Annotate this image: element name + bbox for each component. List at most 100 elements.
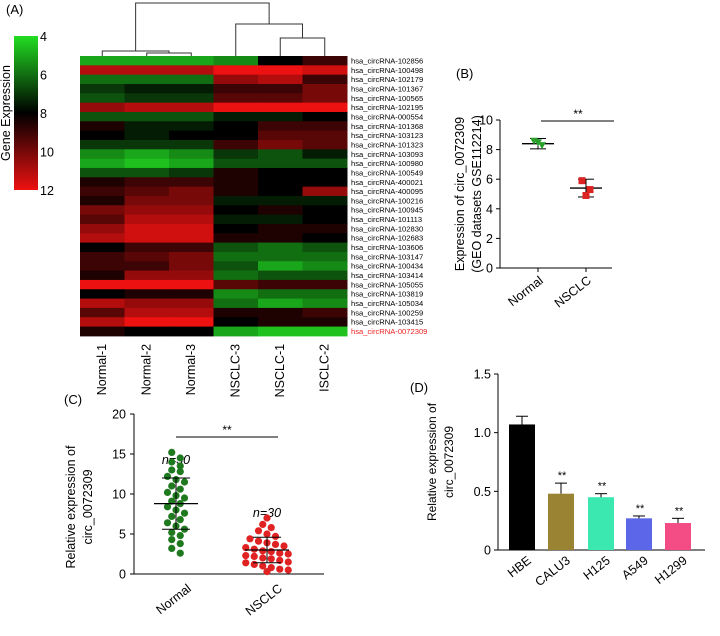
panel-c: (C) 0 5 10 15 20 Relative expression of circ_00… xyxy=(64,392,324,618)
heatmap-cell xyxy=(213,139,259,150)
data-point xyxy=(271,532,280,541)
data-point xyxy=(250,545,258,553)
data-point xyxy=(176,462,184,470)
heatmap-cell xyxy=(169,83,214,94)
data-point xyxy=(271,540,280,549)
heatmap-cell xyxy=(169,149,214,160)
data-point xyxy=(582,191,590,199)
x-tick-label: A549 xyxy=(619,553,651,582)
heatmap-cell xyxy=(213,317,259,328)
y-axis-label: Relative expression of xyxy=(64,445,78,569)
heatmap-cell xyxy=(213,205,259,216)
data-point xyxy=(259,520,267,529)
data-point xyxy=(263,568,271,576)
heatmap-row-label: hsa_circRNA-103606 xyxy=(351,243,423,252)
data-point xyxy=(280,542,288,550)
heatmap-cell xyxy=(80,261,125,272)
heatmap-cell xyxy=(169,56,214,66)
heatmap-column-label: Normal-2 xyxy=(140,344,154,395)
heatmap-row-label: hsa_circRNA-100565 xyxy=(351,94,423,103)
data-point xyxy=(246,535,254,543)
heatmap-row-label: hsa_circRNA-100980 xyxy=(351,159,423,168)
heatmap-cell xyxy=(80,279,125,290)
heatmap-cell xyxy=(80,195,125,206)
data-point xyxy=(242,559,250,567)
dendrogram-branch xyxy=(146,52,192,56)
heatmap-cell xyxy=(302,242,348,253)
heatmap-cell xyxy=(124,65,170,76)
heatmap-cell xyxy=(124,242,170,253)
heatmap-cell xyxy=(258,326,303,337)
colorbar-tick-label: 12 xyxy=(40,184,54,198)
heatmap-cell xyxy=(80,130,125,141)
heatmap-cell xyxy=(213,111,259,122)
heatmap-cell xyxy=(302,65,348,76)
heatmap-cell xyxy=(213,242,259,253)
heatmap-cell xyxy=(258,149,303,160)
data-point xyxy=(534,139,542,147)
x-tick-label: H125 xyxy=(581,553,613,582)
heatmap-cell xyxy=(169,270,214,281)
panel-label-a: (A) xyxy=(6,2,23,17)
bar xyxy=(588,497,614,550)
heatmap-cell xyxy=(80,102,125,113)
data-point xyxy=(163,519,172,527)
data-point xyxy=(242,552,250,560)
data-point xyxy=(163,503,172,511)
heatmap-cell xyxy=(302,214,348,225)
data-point xyxy=(176,549,184,557)
heatmap-cell xyxy=(169,307,214,318)
heatmap-cell xyxy=(80,223,125,234)
heatmap-cell xyxy=(258,167,303,178)
heatmap-cell xyxy=(124,167,170,178)
heatmap-cell xyxy=(213,195,259,206)
heatmap-cell xyxy=(258,177,303,188)
data-point xyxy=(168,448,176,456)
heatmap-cell xyxy=(258,130,303,141)
heatmap-cell xyxy=(124,130,170,141)
data-point xyxy=(180,494,189,502)
heatmap-cell xyxy=(169,102,214,113)
heatmap-cell xyxy=(213,223,259,234)
bar xyxy=(626,518,652,550)
heatmap-cell xyxy=(258,223,303,234)
heatmap-cell xyxy=(80,307,125,318)
y-axis-label: circ_0072309 xyxy=(81,469,95,544)
heatmap-cell xyxy=(169,167,214,178)
heatmap-cell xyxy=(124,307,170,318)
heatmap-cell xyxy=(124,223,170,234)
heatmap-cell xyxy=(213,298,259,309)
heatmap-cell xyxy=(302,195,348,206)
heatmap-cell xyxy=(302,167,348,178)
bar xyxy=(509,424,535,550)
heatmap-cell xyxy=(80,83,125,94)
heatmap-cell xyxy=(302,158,348,169)
heatmap-cell xyxy=(80,65,125,76)
heatmap-cell xyxy=(124,102,170,113)
heatmap-cell xyxy=(213,233,259,244)
heatmap-cell xyxy=(258,121,303,132)
heatmap-cell xyxy=(258,251,303,262)
heatmap-cell xyxy=(302,298,348,309)
data-point xyxy=(538,142,546,150)
data-point xyxy=(168,466,176,474)
y-tick-label: 8 xyxy=(486,143,493,157)
heatmap-cell xyxy=(213,93,259,104)
y-axis-label: Relative expression of xyxy=(425,402,439,521)
heatmap-cell xyxy=(124,214,170,225)
heatmap-cell xyxy=(258,289,303,300)
heatmap-cell xyxy=(302,130,348,141)
heatmap-cell xyxy=(124,139,170,150)
data-point xyxy=(276,549,284,557)
heatmap-cell xyxy=(124,251,170,262)
x-tick-label: NSCLC xyxy=(243,581,285,618)
heatmap-cell xyxy=(124,158,170,169)
heatmap-row-label: hsa_circRNA-103147 xyxy=(351,252,423,261)
heatmap-cell xyxy=(302,149,348,160)
significance-label: ** xyxy=(222,423,232,437)
heatmap-cell xyxy=(169,139,214,150)
data-point xyxy=(250,560,258,569)
heatmap-row-label: hsa_circRNA-100216 xyxy=(351,196,423,205)
bar xyxy=(665,523,691,550)
